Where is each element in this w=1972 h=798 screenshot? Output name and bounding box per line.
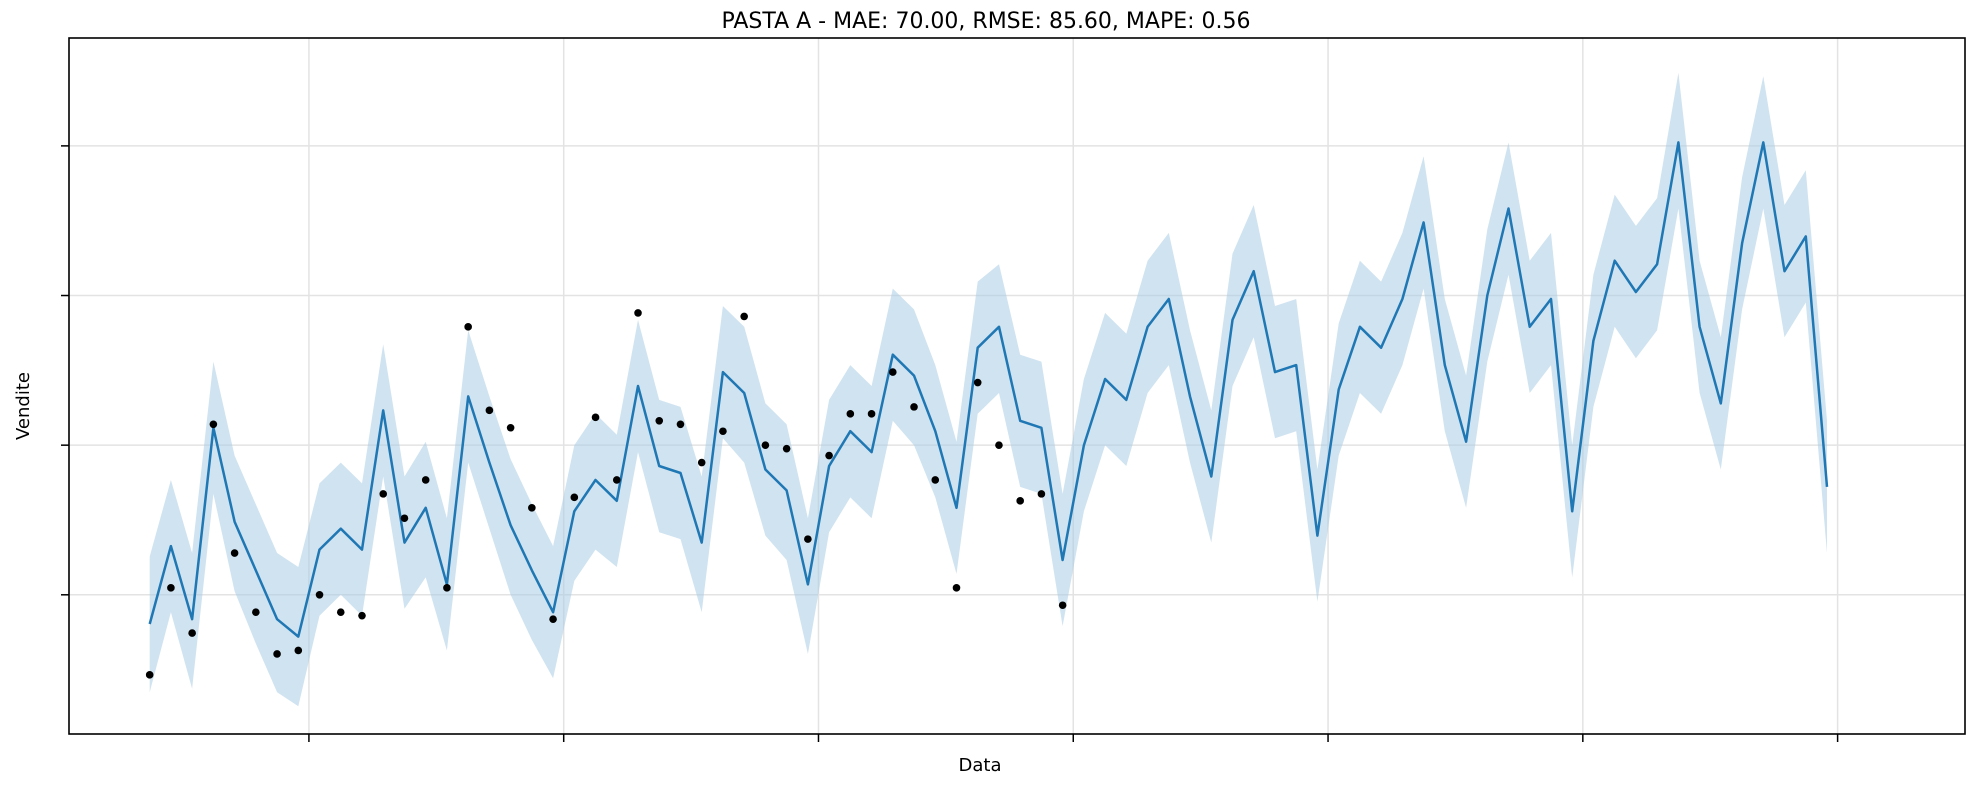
chart-title: PASTA A - MAE: 70.00, RMSE: 85.60, MAPE:… <box>721 9 1250 34</box>
actual-point <box>995 441 1003 449</box>
actual-point <box>931 476 940 484</box>
plot-frame <box>68 37 1966 735</box>
actual-point <box>443 584 451 592</box>
actual-point <box>464 323 472 331</box>
actual-point <box>1037 490 1046 498</box>
actual-point <box>209 420 218 429</box>
actual-point <box>145 671 154 679</box>
actual-point <box>719 427 727 436</box>
actual-point <box>273 650 281 658</box>
actual-point <box>315 591 324 599</box>
actual-point <box>888 368 897 376</box>
actual-point <box>740 312 748 321</box>
actual-point <box>952 584 961 592</box>
actual-point <box>506 423 515 432</box>
actual-point <box>167 584 175 592</box>
actual-point <box>591 413 600 422</box>
actual-point <box>973 378 982 387</box>
actual-point <box>230 549 239 557</box>
actual-point <box>379 490 388 498</box>
actual-point <box>549 615 557 623</box>
actual-point <box>825 451 833 460</box>
actual-point <box>485 406 494 415</box>
actual-point <box>804 535 812 543</box>
actual-point <box>782 444 791 453</box>
actual-point <box>1016 497 1024 505</box>
confidence-interval-band <box>149 72 1828 707</box>
actual-point <box>336 608 345 616</box>
actual-point <box>846 410 855 418</box>
actual-points <box>145 309 1067 679</box>
actual-point <box>910 403 918 411</box>
actual-point <box>761 441 770 449</box>
actual-point <box>867 410 876 418</box>
actual-point <box>612 476 621 484</box>
x-axis-label: Data <box>959 755 1002 776</box>
y-axis-label: Vendite <box>13 372 34 440</box>
actual-point <box>188 629 196 637</box>
actual-point <box>1058 601 1067 610</box>
actual-point <box>570 493 579 502</box>
actual-point <box>358 611 366 620</box>
actual-point <box>528 504 536 512</box>
actual-point <box>697 458 706 467</box>
forecast-line <box>148 141 1829 638</box>
actual-point <box>400 514 409 523</box>
actual-point <box>676 420 685 429</box>
tick-marks <box>61 145 1839 742</box>
actual-point <box>634 309 642 317</box>
actual-point <box>655 417 664 425</box>
actual-point <box>252 608 260 616</box>
actual-point <box>294 646 303 655</box>
actual-point <box>421 476 430 484</box>
